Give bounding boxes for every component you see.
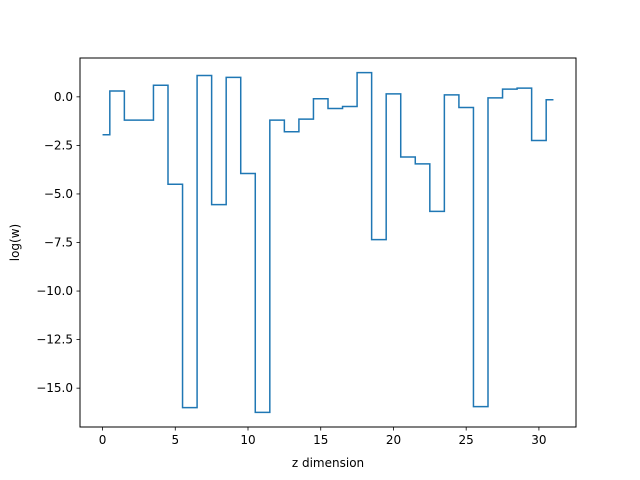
- y-axis-label: log(w): [8, 224, 22, 261]
- x-tick-label: 0: [99, 433, 107, 447]
- series-line: [102, 71, 554, 414]
- x-tick-label: 15: [313, 433, 328, 447]
- y-tick-label: −12.5: [36, 333, 73, 347]
- x-tick-label: 10: [240, 433, 255, 447]
- y-tick-label: −5.0: [44, 187, 73, 201]
- x-tick-label: 30: [531, 433, 546, 447]
- y-tick-label: −15.0: [36, 381, 73, 395]
- x-axis-label: z dimension: [292, 456, 364, 470]
- x-tick-label: 5: [171, 433, 179, 447]
- y-axis-ticks: 0.0 −2.5 −5.0 −7.5 −10.0 −12.5 −15.0: [36, 90, 80, 395]
- plot-area: [102, 71, 554, 414]
- x-tick-label: 25: [459, 433, 474, 447]
- y-tick-label: 0.0: [54, 90, 73, 104]
- y-tick-label: −2.5: [44, 138, 73, 152]
- y-tick-label: −10.0: [36, 284, 73, 298]
- x-tick-label: 20: [386, 433, 401, 447]
- x-axis-ticks: 0 5 10 15 20 25 30: [99, 427, 547, 447]
- y-tick-label: −7.5: [44, 236, 73, 250]
